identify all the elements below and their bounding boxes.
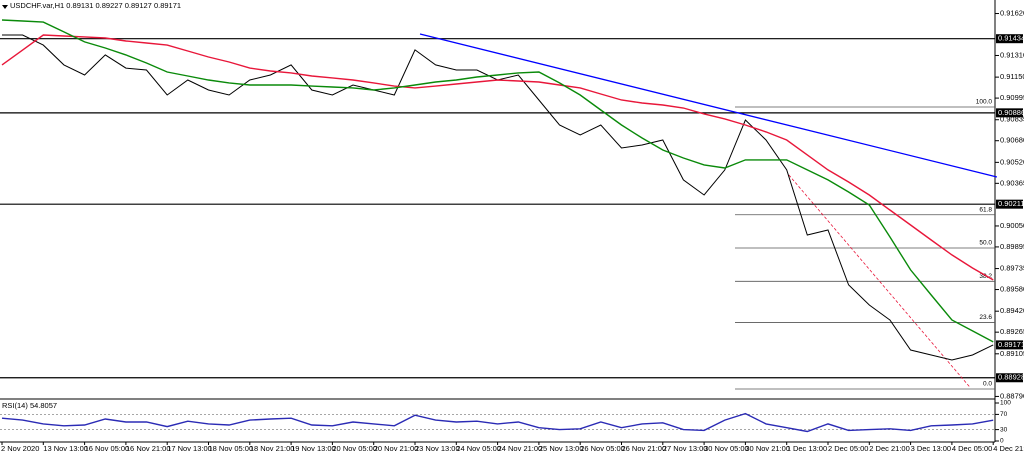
y-tick-label: 0.89735 (1000, 264, 1024, 273)
x-tick-label: 1 Dec 13:00 (787, 444, 827, 453)
rsi-value: 54.8057 (30, 401, 57, 410)
rsi-tick-label: 100 (1000, 400, 1011, 407)
y-tick-label: 0.91150 (1000, 72, 1024, 81)
x-tick-label: 27 Nov 13:00 (663, 444, 708, 453)
y-tick-label: 0.89105 (1000, 349, 1024, 358)
x-tick-label: 24 Nov 05:00 (456, 444, 501, 453)
rsi-tick-label: 0 (1000, 438, 1004, 445)
x-tick-label: 16 Nov 21:00 (126, 444, 171, 453)
series-line (1, 412, 994, 433)
y-tick-label: 0.89895 (1000, 242, 1024, 251)
x-tick-label: 18 Nov 05:00 (209, 444, 254, 453)
price-box: 0.91434 (996, 34, 1024, 44)
fib-label: 100.0 (976, 99, 993, 106)
rsi-header: RSI(14) 54.8057 (2, 401, 57, 410)
price-box: 0.88928 (996, 373, 1024, 383)
rsi-title: RSI(14) (2, 401, 28, 410)
price-box: 0.90886 (996, 108, 1024, 118)
x-tick-label: 2 Dec 21:00 (869, 444, 909, 453)
chart-header: USDCHF.var,H1 0.89131 0.89227 0.89127 0.… (10, 1, 181, 10)
x-tick-label: 26 Nov 05:00 (580, 444, 625, 453)
price-box: 0.90211 (996, 199, 1024, 209)
x-tick-label: 2 Dec 05:00 (828, 444, 868, 453)
x-tick-label: 25 Nov 13:00 (539, 444, 584, 453)
x-tick-label: 2 Nov 2020 (1, 444, 39, 453)
price-box-bg (996, 340, 1023, 350)
price-box-bg (996, 108, 1023, 118)
price-box-label: 0.90886 (998, 108, 1024, 117)
price-box-label: 0.88928 (998, 373, 1024, 382)
ohlc-value: 0.89227 (96, 1, 123, 10)
price-box-label: 0.89171 (998, 340, 1024, 349)
x-tick-label: 17 Nov 13:00 (167, 444, 212, 453)
series-line (1, 34, 994, 281)
price-box-label: 0.90211 (998, 199, 1024, 208)
series-line (1, 19, 994, 343)
fib-label: 23.6 (979, 314, 992, 321)
price-box-bg (996, 34, 1023, 44)
x-tick-label: 16 Nov 05:00 (85, 444, 130, 453)
y-tick-label: 0.88790 (1000, 391, 1024, 400)
y-tick-label: 0.90365 (1000, 178, 1024, 187)
x-tick-label: 13 Nov 13:00 (43, 444, 88, 453)
x-tick-label: 4 Dec 05:00 (952, 444, 992, 453)
x-tick-label: 20 Nov 21:00 (374, 444, 419, 453)
x-tick-label: 18 Nov 21:00 (250, 444, 295, 453)
symbol-title: USDCHF.var,H1 (10, 1, 64, 10)
menu-icon (2, 5, 8, 9)
x-tick-label: 30 Nov 21:00 (745, 444, 790, 453)
ohlc-value: 0.89127 (125, 1, 152, 10)
price-box-label: 0.91434 (998, 34, 1024, 43)
x-tick-label: 3 Dec 13:00 (911, 444, 951, 453)
x-tick-label: 30 Nov 05:00 (704, 444, 749, 453)
price-box-bg (996, 199, 1023, 209)
y-tick-label: 0.90835 (1000, 115, 1024, 124)
x-tick-label: 4 Dec 21:00 (993, 444, 1024, 453)
fib-label: 61.8 (979, 206, 992, 213)
rsi-tick-label: 30 (1000, 426, 1008, 433)
ohlc-value: 0.89131 (66, 1, 93, 10)
x-tick-label: 26 Nov 21:00 (622, 444, 667, 453)
x-tick-label: 23 Nov 13:00 (415, 444, 460, 453)
fib-trend (788, 174, 971, 389)
fib-label: 0.0 (983, 381, 992, 388)
x-tick-label: 20 Nov 05:00 (332, 444, 377, 453)
trendline (419, 33, 998, 178)
y-tick-label: 0.90995 (1000, 93, 1024, 102)
price-box: 0.89171 (996, 340, 1024, 350)
x-tick-label: 19 Nov 13:00 (291, 444, 336, 453)
fib-label: 38.2 (979, 273, 992, 280)
fib-label: 50.0 (979, 240, 992, 247)
price-box-bg (996, 373, 1023, 383)
x-tick-label: 24 Nov 21:00 (498, 444, 543, 453)
y-tick-label: 0.89265 (1000, 327, 1024, 336)
ohlc-value: 0.89171 (154, 1, 181, 10)
rsi-tick-label: 70 (1000, 411, 1008, 418)
